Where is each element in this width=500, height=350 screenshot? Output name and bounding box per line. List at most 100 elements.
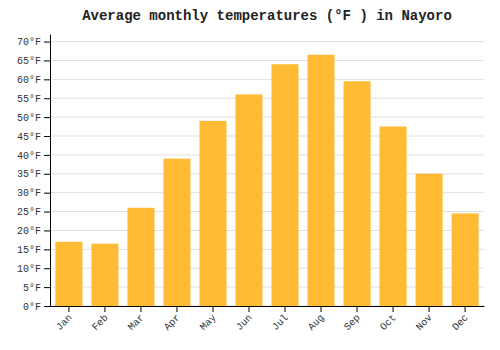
x-tick-label: Nov (414, 312, 435, 333)
grid-line (50, 41, 484, 42)
y-tick-mark (44, 306, 50, 307)
y-tick-label: 10°F (17, 264, 41, 275)
y-tick-label: 0°F (23, 302, 41, 313)
bar (199, 121, 226, 306)
y-tick: 5°F (23, 283, 50, 294)
y-tick-label: 20°F (17, 226, 41, 237)
x-tick-label: Jul (270, 312, 291, 333)
y-tick-mark (44, 79, 50, 80)
y-tick: 55°F (17, 94, 50, 105)
y-tick-mark (44, 287, 50, 288)
x-tick-label: Sep (342, 312, 363, 333)
title: Average monthly temperatures (°F ) in Na… (82, 8, 452, 24)
x-axis: Jan Feb Mar Apr May Jun Jul Aug Sep Oct Nov Dec (51, 306, 485, 333)
y-tick-label: 15°F (17, 245, 41, 256)
bar (235, 94, 262, 306)
y-tick-label: 70°F (17, 37, 41, 48)
x-tick-label: Aug (306, 312, 327, 333)
chart: 0°F 5°F 10°F 15°F 20°F 25°F 30°F 35°F 40°F 45°F 50… (0, 0, 500, 350)
y-tick-mark (44, 136, 50, 137)
y-tick-mark (44, 60, 50, 61)
x-tick-label: May (198, 312, 219, 333)
x-tick: Dec (450, 306, 471, 333)
bar (272, 64, 299, 306)
x-tick: Jun (234, 306, 255, 333)
grid (50, 42, 484, 306)
y-tick: 70°F (17, 37, 50, 48)
x-tick-mark (285, 306, 286, 312)
bar (416, 174, 443, 306)
y-tick-label: 65°F (17, 56, 41, 67)
x-tick-label: Dec (450, 312, 471, 333)
x-tick-label: Jan (54, 312, 75, 333)
x-tick-label: Mar (126, 312, 147, 333)
bar (163, 159, 190, 306)
grid-line (50, 79, 484, 80)
y-tick: 10°F (17, 264, 50, 275)
grid-line (50, 60, 484, 61)
y-tick-mark (44, 98, 50, 99)
y-tick: 50°F (17, 113, 50, 124)
x-tick-mark (357, 306, 358, 312)
x-tick: Jan (54, 306, 75, 333)
x-tick-mark (212, 306, 213, 312)
y-tick: 15°F (17, 245, 50, 256)
y-tick: 20°F (17, 226, 50, 237)
x-tick-mark (429, 306, 430, 312)
y-tick-label: 35°F (17, 169, 41, 180)
y-axis: 0°F 5°F 10°F 15°F 20°F 25°F 30°F 35°F 40°F 45°F 50… (17, 35, 51, 313)
bar (308, 55, 335, 306)
x-axis-line (51, 306, 485, 307)
grid-line (50, 136, 484, 137)
y-tick: 0°F (23, 302, 50, 313)
y-tick-label: 40°F (17, 151, 41, 162)
x-tick-mark (393, 306, 394, 312)
y-tick-label: 30°F (17, 188, 41, 199)
y-tick: 25°F (17, 207, 50, 218)
plot: 0°F 5°F 10°F 15°F 20°F 25°F 30°F 35°F 40°F 45°F 50… (17, 35, 485, 333)
y-tick: 30°F (17, 188, 50, 199)
x-tick-mark (176, 306, 177, 312)
grid-line (50, 117, 484, 118)
x-tick-mark (248, 306, 249, 312)
x-tick-mark (140, 306, 141, 312)
x-tick: Aug (306, 306, 327, 333)
x-tick: Apr (162, 306, 183, 333)
grid-line (50, 98, 484, 99)
x-tick: Oct (378, 306, 399, 333)
x-tick-label: Apr (162, 312, 183, 333)
y-tick-label: 45°F (17, 132, 41, 143)
y-tick-mark (44, 155, 50, 156)
y-tick-mark (44, 117, 50, 118)
y-tick-label: 25°F (17, 207, 41, 218)
y-tick-label: 5°F (23, 283, 41, 294)
x-tick: Sep (342, 306, 363, 333)
y-tick-mark (44, 174, 50, 175)
x-tick: Jul (270, 306, 291, 333)
x-tick-mark (321, 306, 322, 312)
y-tick-label: 55°F (17, 94, 41, 105)
bar (380, 127, 407, 306)
y-axis-line (50, 35, 51, 307)
bar (452, 213, 479, 306)
y-tick: 40°F (17, 151, 50, 162)
x-tick: May (198, 306, 219, 333)
bar (55, 242, 82, 306)
y-tick: 65°F (17, 56, 50, 67)
x-tick: Nov (414, 306, 435, 333)
y-tick-mark (44, 249, 50, 250)
bars (55, 55, 478, 306)
x-tick-label: Jun (234, 312, 255, 333)
y-tick-mark (44, 212, 50, 213)
y-tick-mark (44, 268, 50, 269)
x-tick-mark (465, 306, 466, 312)
bar (344, 81, 371, 306)
x-tick-mark (104, 306, 105, 312)
y-tick: 35°F (17, 169, 50, 180)
y-tick: 45°F (17, 132, 50, 143)
x-tick-mark (68, 306, 69, 312)
bar (127, 208, 154, 306)
x-tick: Mar (126, 306, 147, 333)
y-tick-label: 50°F (17, 113, 41, 124)
x-tick-label: Feb (90, 312, 111, 333)
